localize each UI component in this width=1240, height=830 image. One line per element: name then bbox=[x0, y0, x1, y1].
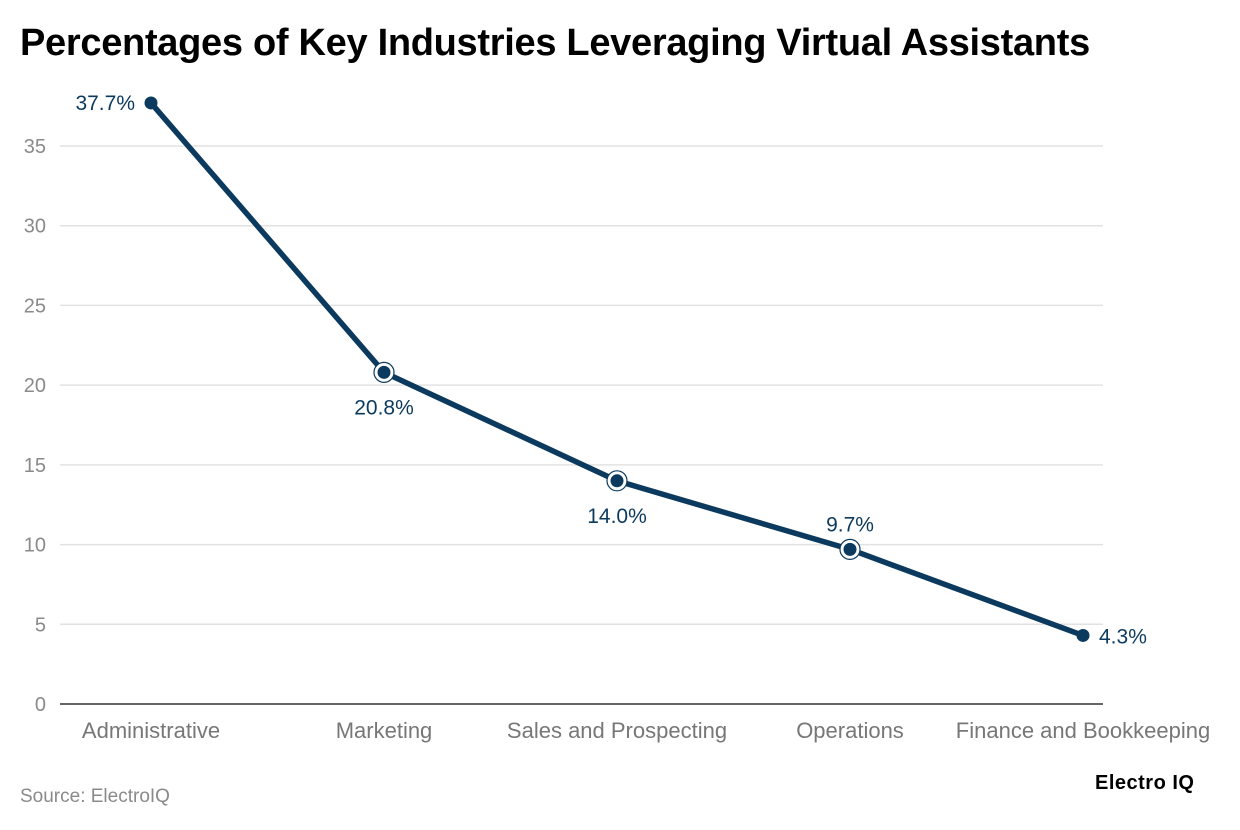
y-tick-label: 25 bbox=[24, 295, 46, 317]
chart-title: Percentages of Key Industries Leveraging… bbox=[20, 22, 1090, 64]
y-tick-label: 15 bbox=[24, 455, 46, 477]
data-label: 20.8% bbox=[354, 396, 414, 419]
data-point bbox=[843, 542, 857, 556]
data-point bbox=[1076, 628, 1090, 642]
source-note: Source: ElectroIQ bbox=[20, 786, 170, 807]
data-label: 4.3% bbox=[1099, 625, 1147, 648]
series-line bbox=[148, 101, 1084, 639]
y-tick-label: 0 bbox=[35, 694, 46, 716]
x-tick-label: Operations bbox=[796, 718, 904, 743]
data-label: 14.0% bbox=[587, 505, 647, 528]
x-tick-label: Sales and Prospecting bbox=[507, 718, 727, 743]
y-tick-label: 35 bbox=[24, 136, 46, 158]
y-tick-label: 5 bbox=[35, 614, 46, 636]
data-point bbox=[144, 96, 158, 110]
x-tick-label: Finance and Bookkeeping bbox=[956, 718, 1210, 743]
x-tick-label: Administrative bbox=[82, 718, 220, 743]
y-tick-label: 10 bbox=[24, 535, 46, 557]
data-point bbox=[377, 365, 391, 379]
data-label: 37.7% bbox=[75, 92, 135, 115]
data-point bbox=[610, 474, 624, 488]
y-tick-label: 30 bbox=[24, 216, 46, 238]
electroiq-logo: Electro IQ bbox=[1095, 772, 1195, 794]
y-tick-label: 20 bbox=[24, 375, 46, 397]
data-label: 9.7% bbox=[826, 513, 874, 536]
x-tick-label: Marketing bbox=[336, 718, 433, 743]
